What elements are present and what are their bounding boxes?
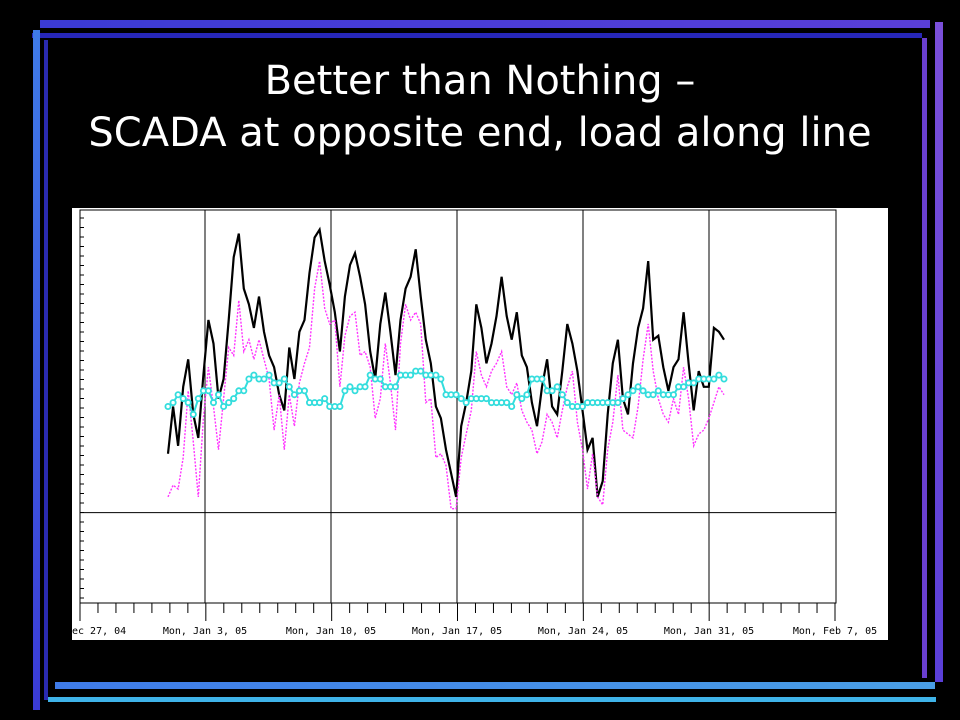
- series-3-point: [225, 399, 233, 407]
- series-3-point: [654, 387, 662, 395]
- series-3-point: [457, 395, 465, 403]
- frame-bottom-bar: [55, 682, 935, 689]
- frame-right-bar-2: [922, 38, 927, 678]
- series-3-point: [523, 391, 531, 399]
- series-3-point: [503, 399, 511, 407]
- series-3-point: [614, 399, 622, 407]
- load-chart: ec 27, 04 Mon, Jan 3, 05 Mon, Jan 10, 05 Mo…: [72, 208, 888, 640]
- series-3-point: [280, 375, 288, 383]
- series-3-point: [366, 371, 374, 379]
- series-3-point: [680, 383, 688, 391]
- series-3-point: [634, 383, 642, 391]
- series-3-point: [553, 383, 561, 391]
- series-3-point: [391, 383, 399, 391]
- series-3-point: [316, 399, 324, 407]
- x-tick-label: Mon, Feb 7, 05: [793, 626, 877, 637]
- x-tick-label: Mon, Jan 17, 05: [412, 626, 502, 637]
- series-3-point: [558, 391, 566, 399]
- series-3-point: [214, 391, 222, 399]
- series-3-point: [670, 391, 678, 399]
- frame-top-bar-2: [32, 33, 922, 38]
- series-3-point: [260, 375, 268, 383]
- series-1-line: [166, 226, 725, 498]
- series-3-point: [513, 391, 521, 399]
- x-tick-label: ec 27, 04: [72, 626, 126, 637]
- series-3-point: [578, 402, 586, 410]
- x-tick-label: Mon, Jan 10, 05: [286, 626, 376, 637]
- series-3-point: [179, 395, 187, 403]
- series-3-point: [361, 383, 369, 391]
- series-3-point: [407, 371, 415, 379]
- series-3-point: [169, 399, 177, 407]
- series-3-point: [508, 402, 516, 410]
- slide-title: Better than Nothing – SCADA at opposite …: [0, 55, 960, 159]
- series-3-point: [245, 375, 253, 383]
- series-3-point: [376, 375, 384, 383]
- series-3-point: [437, 375, 445, 383]
- series-3-point: [220, 402, 228, 410]
- series-3-point: [265, 371, 273, 379]
- series-3-point: [432, 371, 440, 379]
- series-3-point: [300, 387, 308, 395]
- series-3-point: [275, 379, 283, 387]
- title-line-1: Better than Nothing –: [264, 58, 696, 104]
- series-3-point: [204, 387, 212, 395]
- series-3-point: [649, 391, 657, 399]
- series-3-point: [639, 387, 647, 395]
- chart-svg: ec 27, 04 Mon, Jan 3, 05 Mon, Jan 10, 05 Mo…: [72, 209, 877, 637]
- series-3-point: [538, 375, 546, 383]
- title-line-2: SCADA at opposite end, load along line: [88, 110, 872, 156]
- series-3-point: [290, 391, 298, 399]
- series-3-point: [336, 402, 344, 410]
- x-tick-label: Mon, Jan 31, 05: [664, 626, 754, 637]
- series-3-point: [462, 399, 470, 407]
- series-3-point: [482, 395, 490, 403]
- x-tick-label: Mon, Jan 24, 05: [538, 626, 628, 637]
- series-3-point: [341, 387, 349, 395]
- x-tick-label: Mon, Jan 3, 05: [163, 626, 247, 637]
- series-3-point: [548, 387, 556, 395]
- series-3-point: [629, 387, 637, 395]
- series-3-point: [285, 383, 293, 391]
- frame-left-bar: [33, 30, 40, 710]
- series-3-point: [417, 367, 425, 375]
- series-3-point: [518, 395, 526, 403]
- series-3-point: [720, 375, 728, 383]
- series-3-point: [351, 387, 359, 395]
- series-3-point: [563, 399, 571, 407]
- series-3-point: [690, 379, 698, 387]
- series-3-point: [194, 395, 202, 403]
- series-3-point: [209, 399, 217, 407]
- series-3-point: [452, 391, 460, 399]
- series-2-line: [167, 260, 725, 510]
- frame-right-bar: [935, 22, 943, 682]
- series-3-point: [624, 391, 632, 399]
- series-3-point: [321, 395, 329, 403]
- series-3-point: [184, 399, 192, 407]
- series-3-point: [710, 375, 718, 383]
- series-3-point: [715, 371, 723, 379]
- series-3-point: [346, 383, 354, 391]
- frame-bottom-bar-2: [48, 697, 936, 702]
- frame-left-bar-2: [44, 40, 48, 700]
- series-3-point: [164, 402, 172, 410]
- series-3-point: [189, 410, 197, 418]
- series-3-point: [619, 395, 627, 403]
- series-3-point: [174, 391, 182, 399]
- series-3-point: [230, 395, 238, 403]
- frame-top-bar: [40, 20, 930, 28]
- series-3-point: [250, 371, 258, 379]
- series-3-point: [240, 387, 248, 395]
